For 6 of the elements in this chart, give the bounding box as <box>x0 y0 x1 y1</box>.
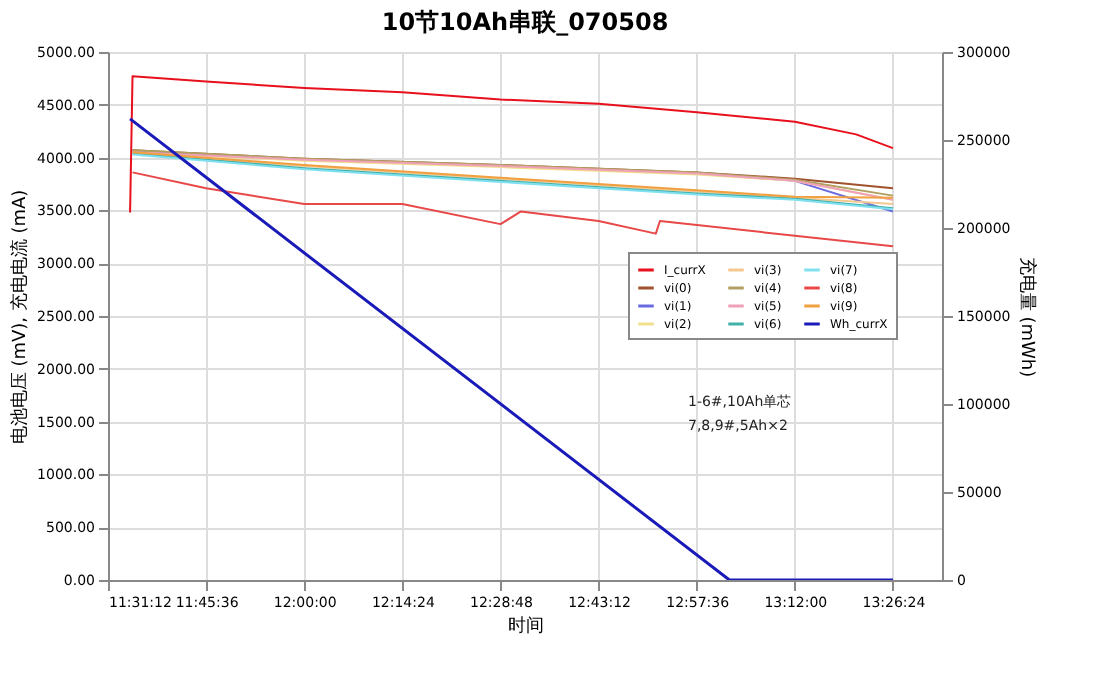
chart-title: 10节10Ah串联_070508 <box>381 8 669 36</box>
line-series <box>129 75 894 214</box>
x-axis-title: 时间 <box>508 615 544 637</box>
line-series <box>131 171 894 248</box>
y2-axis-title: 充电量 (mWh) <box>1016 256 1039 378</box>
y-axis-title: 电池电压 (mV), 充电电流 (mA) <box>9 189 32 445</box>
